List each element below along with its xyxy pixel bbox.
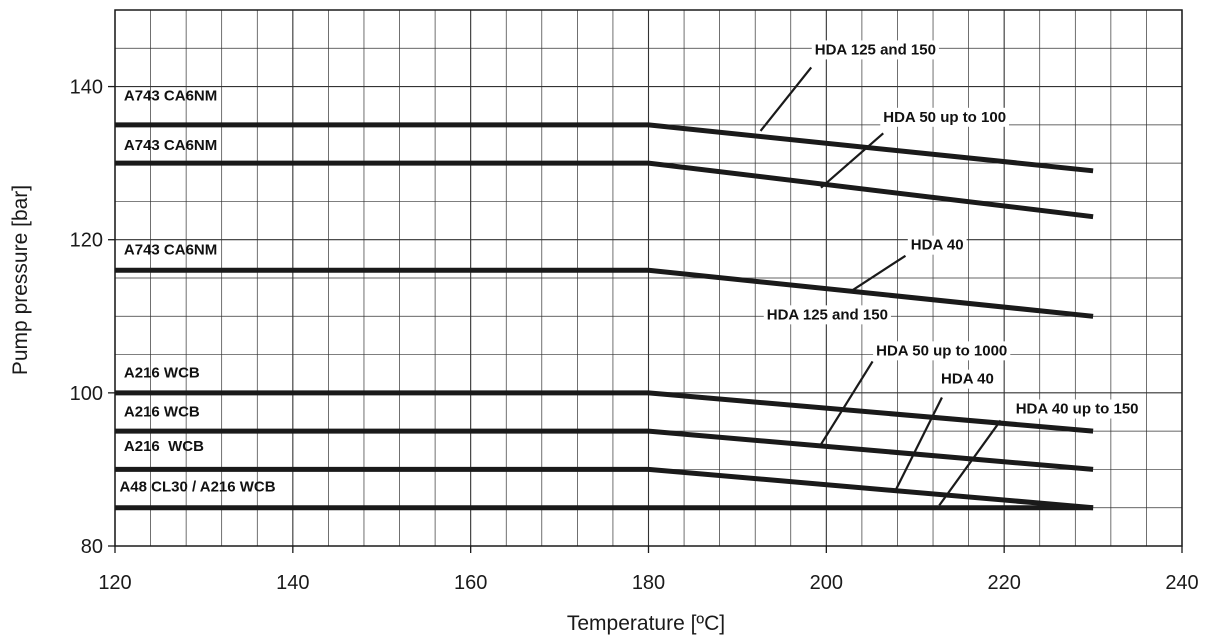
annotation-backing-5 xyxy=(873,341,1011,361)
annotation-pointer-1 xyxy=(759,66,813,132)
y-tick-label: 80 xyxy=(81,536,103,558)
annotation-label-4: HDA 125 and 150 xyxy=(767,306,888,323)
annotation-label-1: HDA 125 and 150 xyxy=(815,41,936,58)
y-tick-label: 140 xyxy=(70,77,103,99)
series-line-5 xyxy=(115,428,1094,472)
series-lines xyxy=(115,122,1094,511)
annotation-pointers xyxy=(759,66,1002,507)
annotation-label-5: HDA 50 up to 1000 xyxy=(876,342,1007,359)
x-tick-label: 140 xyxy=(276,572,309,594)
x-tick-label: 200 xyxy=(810,572,843,594)
y-tick-label: 100 xyxy=(70,383,103,405)
annotation-backing-2 xyxy=(880,107,1010,127)
annotation-pointer-6 xyxy=(894,396,943,491)
y-axis-title: Pump pressure [bar] xyxy=(9,185,32,375)
annotation-backing-4 xyxy=(763,305,891,325)
series-label-2: A743 CA6NM xyxy=(124,137,217,154)
x-tick-label: 220 xyxy=(987,572,1020,594)
annotation-pointer-3 xyxy=(850,254,907,292)
series-label-5: A216 WCB xyxy=(124,404,200,421)
series-line-3 xyxy=(115,267,1094,319)
annotation-pointer-5 xyxy=(818,360,874,448)
series-label-6: A216 WCB xyxy=(124,438,204,455)
x-tick-label: 240 xyxy=(1165,572,1198,594)
series-line-6 xyxy=(115,466,1094,511)
tick-labels: 120 140 160 180 200 220 240 80 100 120 140 xyxy=(70,77,1199,594)
series-label-7: A48 CL30 / A216 WCB xyxy=(119,479,275,496)
annotation-labels: HDA 125 and 150 HDA 50 up to 100 HDA 40 HDA… xyxy=(763,40,1142,419)
annotation-backing-3 xyxy=(907,235,967,255)
series-line-4 xyxy=(115,390,1094,434)
annotation-backing-7 xyxy=(1012,399,1142,419)
axis-ticks xyxy=(108,85,1183,553)
annotation-label-3: HDA 40 xyxy=(911,237,964,254)
annotation-pointer-2 xyxy=(820,132,884,189)
annotation-label-7: HDA 40 up to 150 xyxy=(1016,401,1139,418)
series-line-1 xyxy=(115,122,1094,174)
annotation-label-6: HDA 40 xyxy=(941,371,994,388)
y-tick-label: 120 xyxy=(70,230,103,252)
series-labels: A743 CA6NM A743 CA6NM A743 CA6NM A216 WCB A2… xyxy=(119,87,275,495)
annotation-backing-6 xyxy=(938,369,997,389)
annotation-label-2: HDA 50 up to 100 xyxy=(883,109,1006,126)
series-line-2 xyxy=(115,160,1094,220)
annotation-pointer-7 xyxy=(938,419,1002,507)
x-tick-label: 180 xyxy=(632,572,665,594)
x-tick-label: 160 xyxy=(454,572,487,594)
x-tick-label: 120 xyxy=(98,572,131,594)
series-label-3: A743 CA6NM xyxy=(124,241,217,258)
series-label-1: A743 CA6NM xyxy=(124,87,217,104)
x-axis-title: Temperature [ºC] xyxy=(567,612,725,635)
series-label-4: A216 WCB xyxy=(124,365,200,382)
annotation-backing-1 xyxy=(811,40,939,60)
